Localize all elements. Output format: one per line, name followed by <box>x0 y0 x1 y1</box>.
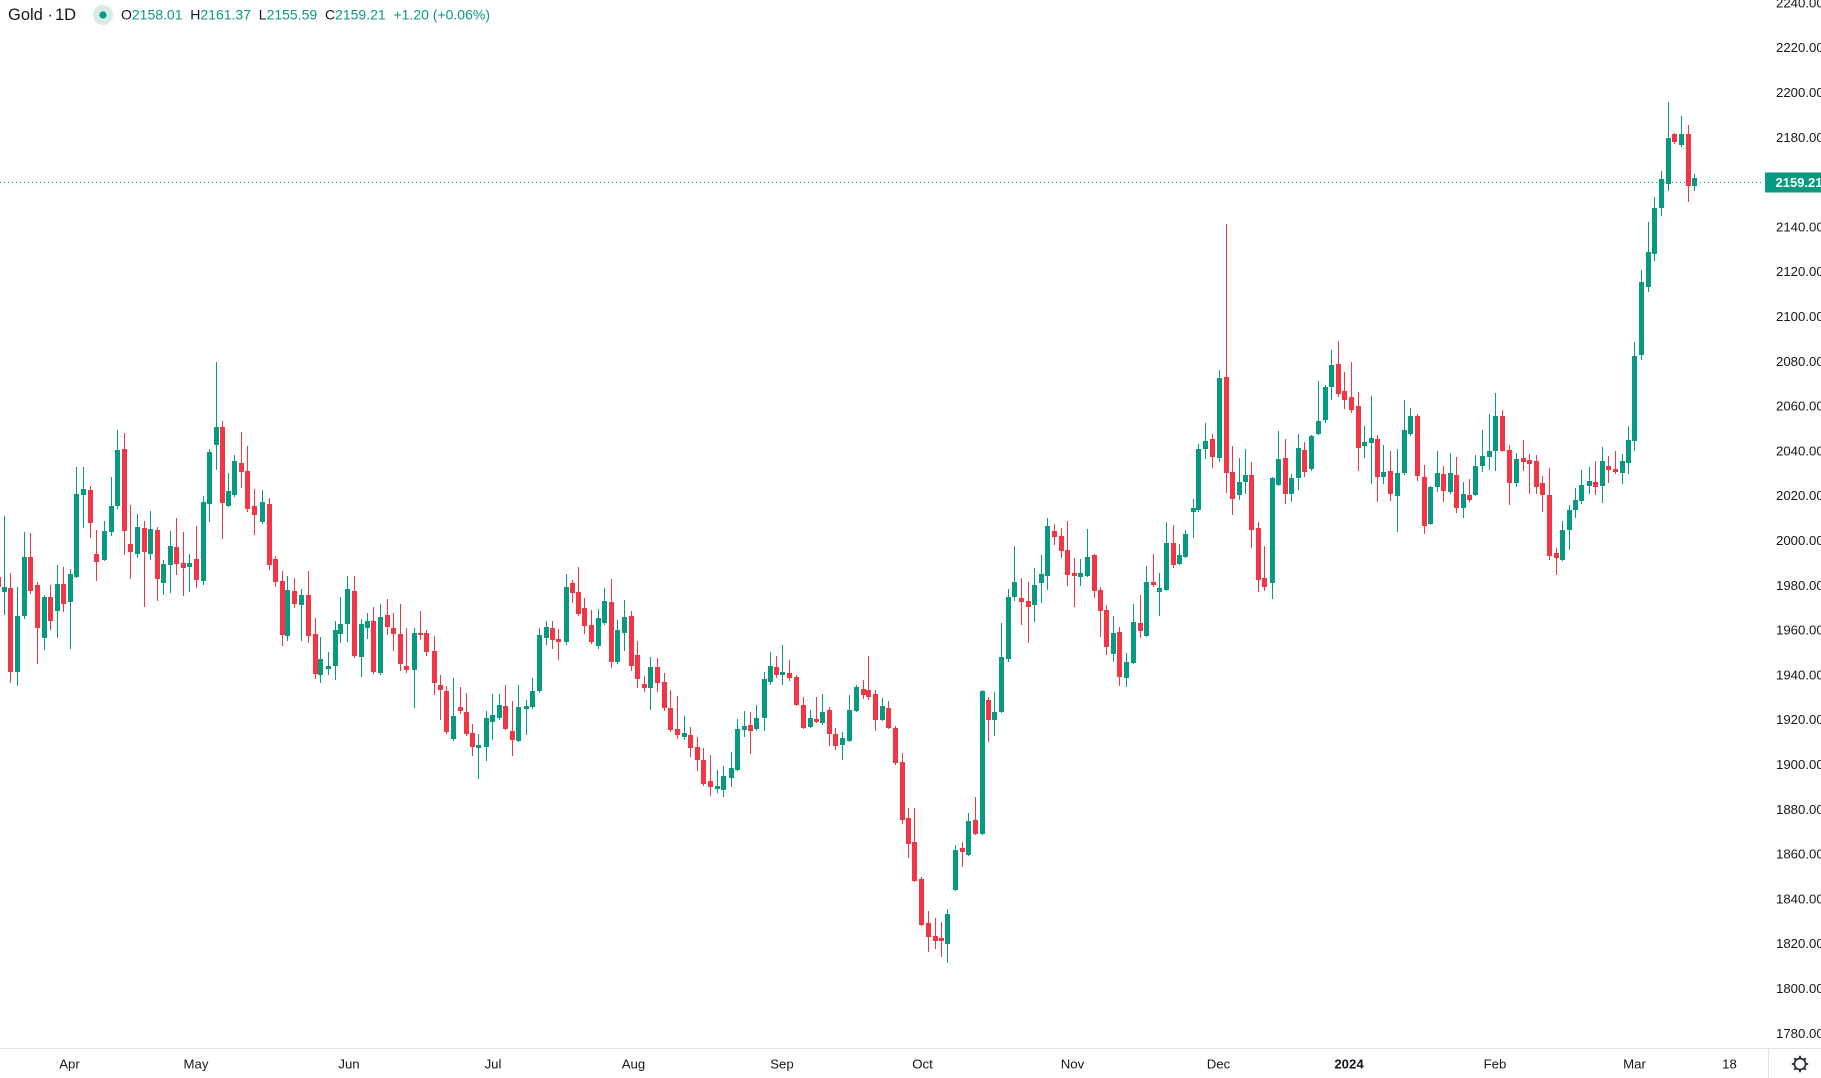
svg-text:Apr: Apr <box>59 1056 80 1071</box>
svg-text:18: 18 <box>1722 1056 1737 1071</box>
svg-text:1960.00: 1960.00 <box>1776 623 1821 638</box>
svg-text:1D: 1D <box>55 6 76 24</box>
svg-text:2180.00: 2180.00 <box>1776 130 1821 145</box>
svg-text:2024: 2024 <box>1334 1056 1364 1071</box>
svg-text:1920.00: 1920.00 <box>1776 712 1821 727</box>
svg-text:2060.00: 2060.00 <box>1776 399 1821 414</box>
svg-text:1980.00: 1980.00 <box>1776 578 1821 593</box>
svg-text:2020.00: 2020.00 <box>1776 488 1821 503</box>
svg-text:2240.00: 2240.00 <box>1776 0 1821 10</box>
svg-text:Feb: Feb <box>1484 1056 1507 1071</box>
svg-text:1900.00: 1900.00 <box>1776 757 1821 772</box>
svg-text:May: May <box>184 1056 209 1071</box>
svg-text:2000.00: 2000.00 <box>1776 533 1821 548</box>
svg-text:1800.00: 1800.00 <box>1776 981 1821 996</box>
svg-text:Sep: Sep <box>770 1056 793 1071</box>
svg-text:2080.00: 2080.00 <box>1776 354 1821 369</box>
svg-text:Oct: Oct <box>912 1056 933 1071</box>
svg-text:2120.00: 2120.00 <box>1776 264 1821 279</box>
svg-text:1880.00: 1880.00 <box>1776 802 1821 817</box>
svg-text:2159.21: 2159.21 <box>1776 175 1821 190</box>
svg-text:2220.00: 2220.00 <box>1776 40 1821 55</box>
svg-text:Jun: Jun <box>338 1056 359 1071</box>
svg-text:1820.00: 1820.00 <box>1776 936 1821 951</box>
svg-text:Aug: Aug <box>622 1056 645 1071</box>
svg-text:2200.00: 2200.00 <box>1776 85 1821 100</box>
svg-text:Jul: Jul <box>485 1056 502 1071</box>
svg-text:·: · <box>48 6 54 24</box>
svg-text:O2158.01 H2161.37 L2155.59: O2158.01 H2161.37 L2155.59 C2159.21 +1.2… <box>121 6 490 22</box>
svg-text:1940.00: 1940.00 <box>1776 667 1821 682</box>
svg-text:2100.00: 2100.00 <box>1776 309 1821 324</box>
svg-text:1860.00: 1860.00 <box>1776 847 1821 862</box>
svg-text:1840.00: 1840.00 <box>1776 891 1821 906</box>
svg-text:1780.00: 1780.00 <box>1776 1026 1821 1041</box>
svg-text:2040.00: 2040.00 <box>1776 443 1821 458</box>
svg-text:2140.00: 2140.00 <box>1776 219 1821 234</box>
svg-text:Mar: Mar <box>1623 1056 1646 1071</box>
svg-text:Nov: Nov <box>1061 1056 1085 1071</box>
svg-text:Dec: Dec <box>1207 1056 1231 1071</box>
svg-text:Gold: Gold <box>8 6 43 24</box>
